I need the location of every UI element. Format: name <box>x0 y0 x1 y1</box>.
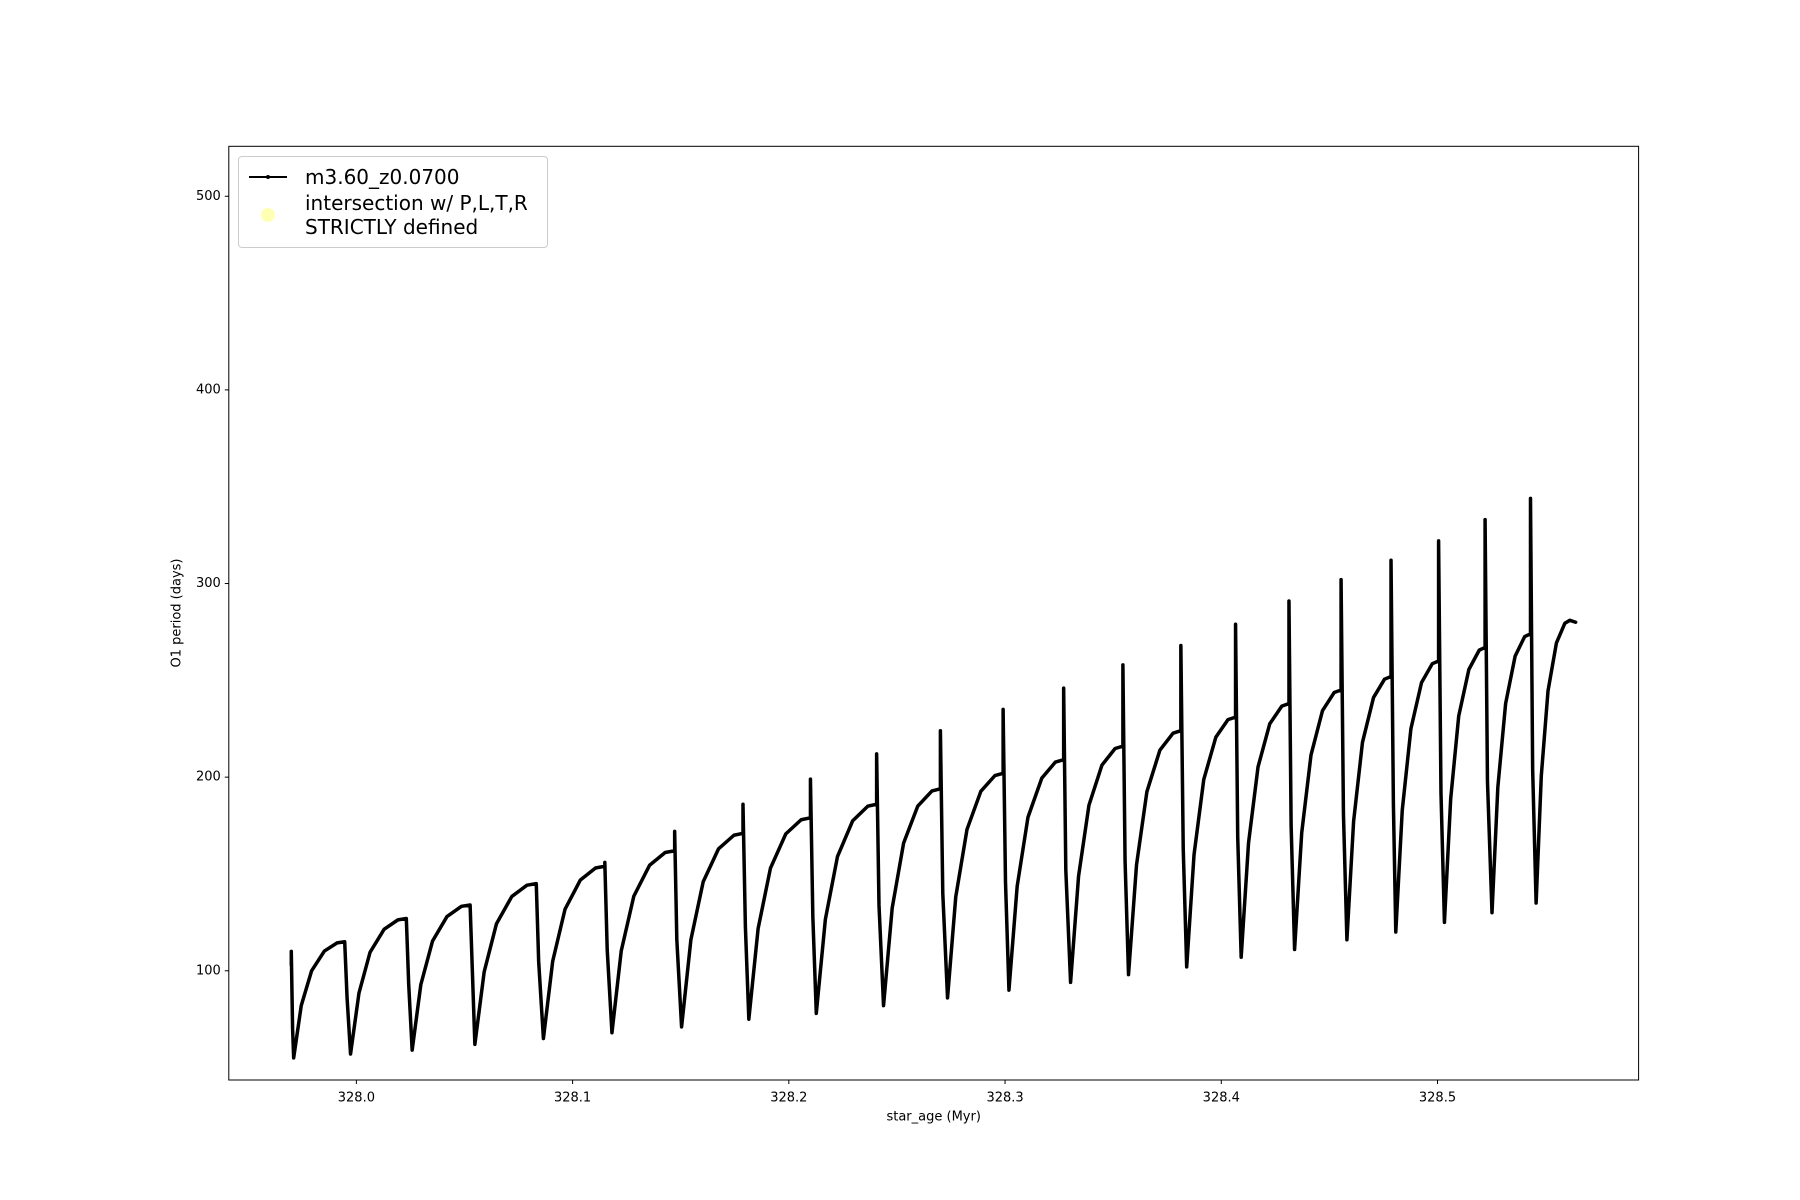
legend-label: intersection w/ P,L,T,R STRICTLY defined <box>305 191 528 239</box>
legend-entry: intersection w/ P,L,T,R STRICTLY defined <box>247 191 539 239</box>
legend-label: m3.60_z0.0700 <box>305 165 460 189</box>
legend: m3.60_z0.0700 intersection w/ P,L,T,R STR… <box>238 156 548 248</box>
legend-entry: m3.60_z0.0700 <box>247 165 539 189</box>
x-tick-label: 328.5 <box>1419 1091 1456 1106</box>
axes-frame <box>228 145 1640 1081</box>
y-tick-label: 100 <box>196 963 221 978</box>
x-tick-label: 328.4 <box>1203 1091 1240 1106</box>
x-tick-label: 328.1 <box>554 1091 591 1106</box>
y-axis-label: O1 period (days) <box>170 558 185 667</box>
plot-area <box>289 496 1578 1060</box>
legend-swatch <box>249 175 287 179</box>
y-tick-label: 200 <box>196 770 221 785</box>
series-line <box>289 496 1578 1060</box>
y-tick-label: 300 <box>196 576 221 591</box>
x-axis-label: star_age (Myr) <box>886 1110 980 1125</box>
y-tick-label: 400 <box>196 382 221 397</box>
y-tick-label: 500 <box>196 189 221 204</box>
legend-swatch <box>261 208 275 222</box>
x-tick-label: 328.0 <box>338 1091 375 1106</box>
legend-marker <box>266 175 270 179</box>
x-tick-label: 328.3 <box>986 1091 1023 1106</box>
legend-marker <box>261 208 275 222</box>
x-tick-label: 328.2 <box>770 1091 807 1106</box>
